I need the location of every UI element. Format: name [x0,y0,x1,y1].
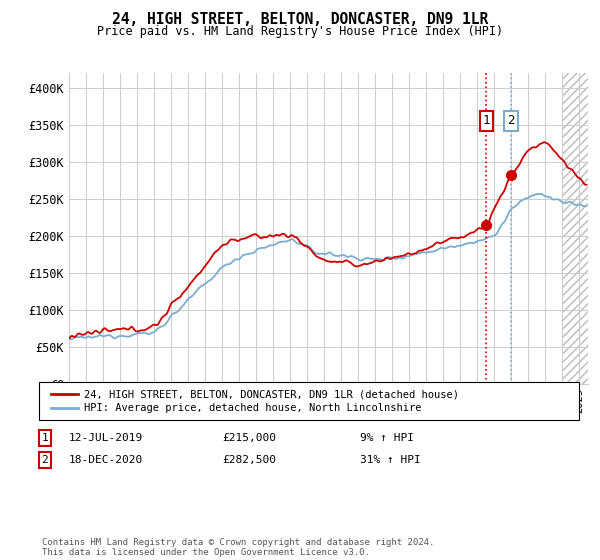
Text: 24, HIGH STREET, BELTON, DONCASTER, DN9 1LR: 24, HIGH STREET, BELTON, DONCASTER, DN9 … [112,12,488,27]
Text: 1: 1 [41,433,49,443]
Text: 1: 1 [482,114,490,128]
Text: Price paid vs. HM Land Registry's House Price Index (HPI): Price paid vs. HM Land Registry's House … [97,25,503,38]
Text: £282,500: £282,500 [222,455,276,465]
Text: Contains HM Land Registry data © Crown copyright and database right 2024.
This d: Contains HM Land Registry data © Crown c… [42,538,434,557]
Text: 31% ↑ HPI: 31% ↑ HPI [360,455,421,465]
Text: 2: 2 [41,455,49,465]
Text: 18-DEC-2020: 18-DEC-2020 [69,455,143,465]
Text: 9% ↑ HPI: 9% ↑ HPI [360,433,414,443]
Text: 12-JUL-2019: 12-JUL-2019 [69,433,143,443]
Text: 24, HIGH STREET, BELTON, DONCASTER, DN9 1LR (detached house): 24, HIGH STREET, BELTON, DONCASTER, DN9 … [84,389,459,399]
Bar [562,73,588,384]
Bar [562,73,588,384]
Text: 2: 2 [507,114,515,128]
Text: £215,000: £215,000 [222,433,276,443]
Text: HPI: Average price, detached house, North Lincolnshire: HPI: Average price, detached house, Nort… [84,403,421,413]
